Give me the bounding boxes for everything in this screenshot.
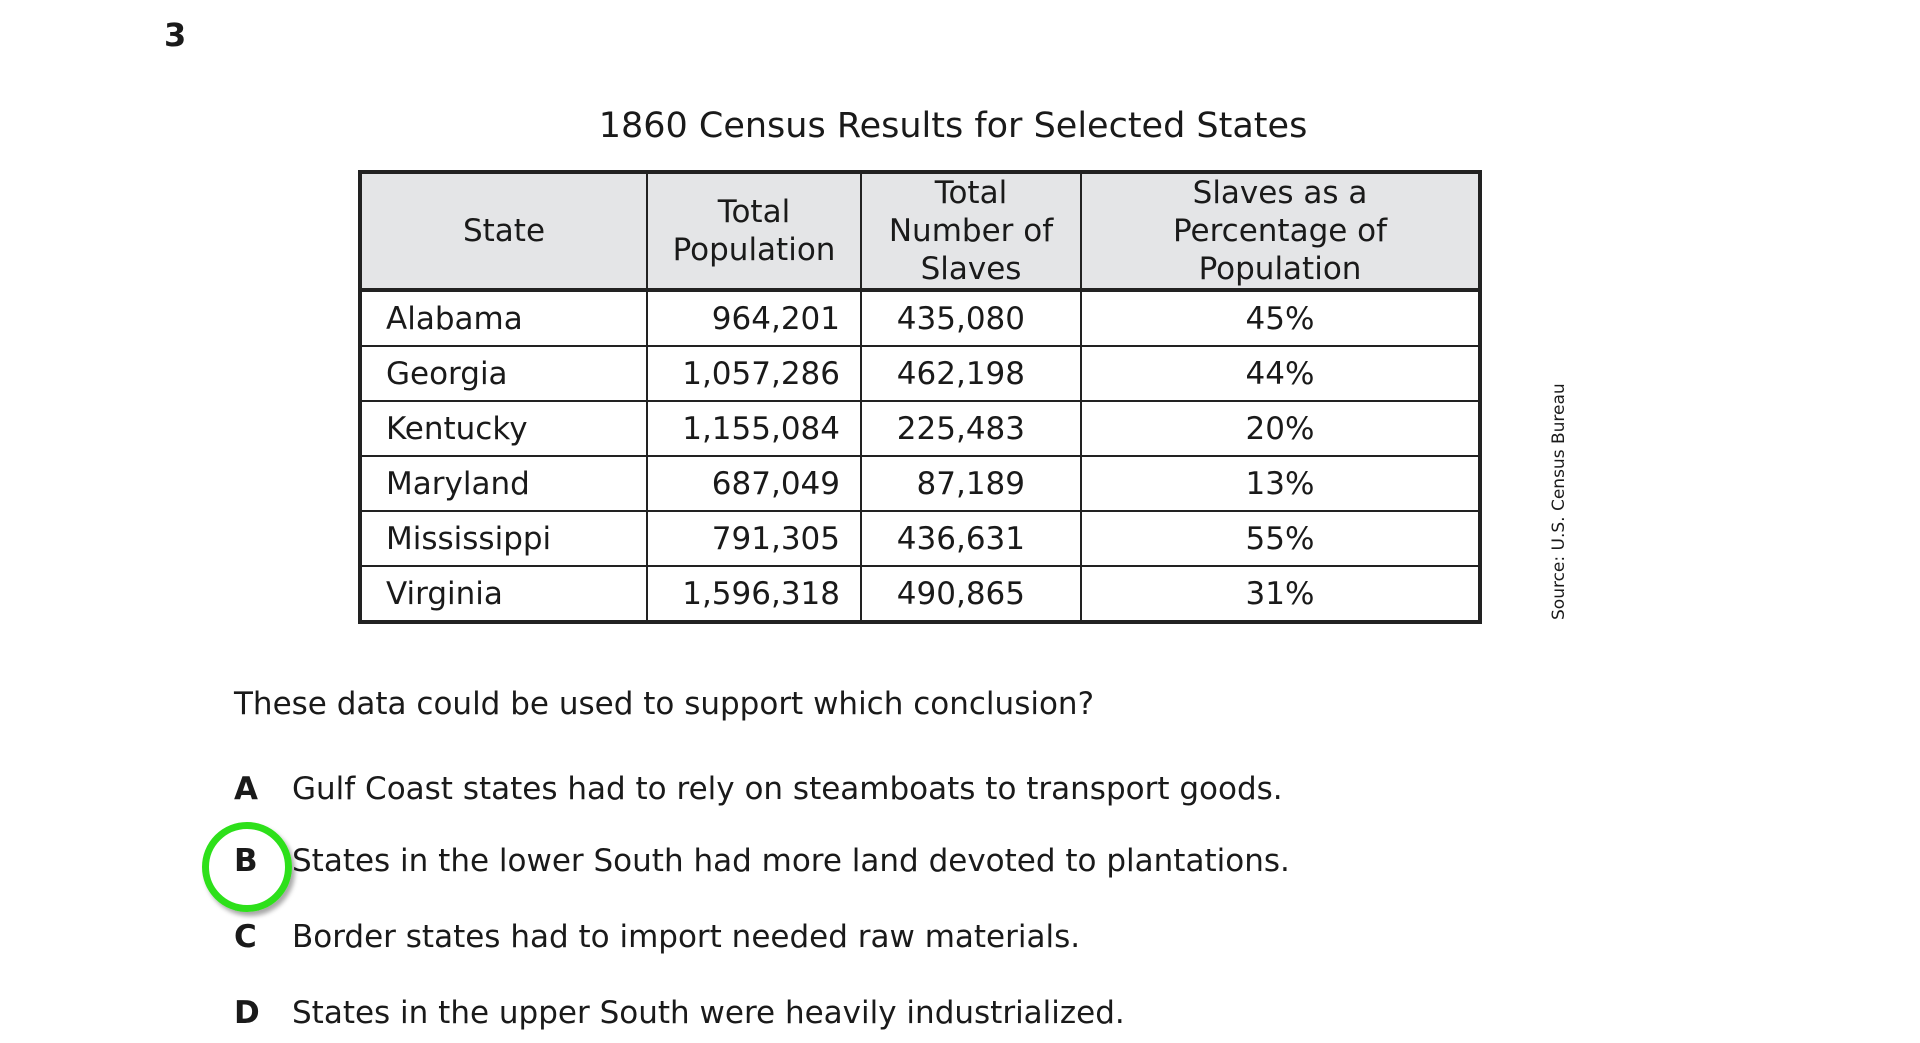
option-text: Border states had to import needed raw m…	[292, 919, 1081, 955]
header-total-population: Total Population	[646, 171, 862, 292]
header-slave-percentage: Slaves as a Percentage of Population	[1080, 171, 1481, 292]
cell-total-population: 1,057,286	[646, 345, 862, 402]
table-row: Mississippi 791,305 436,631 55%	[359, 510, 1481, 567]
option-letter: A	[234, 771, 258, 807]
cell-total-population: 964,201	[646, 289, 862, 347]
cell-total-population: 1,155,084	[646, 400, 862, 457]
cell-slave-percentage: 55%	[1080, 510, 1481, 567]
table-header-row: State Total Population Total Number of S…	[359, 171, 1481, 292]
cell-state: Mississippi	[359, 510, 648, 567]
cell-total-slaves: 490,865	[860, 565, 1082, 623]
cell-state: Georgia	[359, 345, 648, 402]
table-title: 1860 Census Results for Selected States	[598, 106, 1308, 146]
census-table: State Total Population Total Number of S…	[358, 170, 1482, 624]
cell-state: Maryland	[359, 455, 648, 512]
cell-total-slaves: 435,080	[860, 289, 1082, 347]
cell-total-population: 687,049	[646, 455, 862, 512]
header-total-slaves: Total Number of Slaves	[860, 171, 1082, 292]
source-note: Source: U.S. Census Bureau	[1549, 383, 1569, 620]
option-b[interactable]: B States in the lower South had more land…	[234, 843, 1290, 879]
table-row: Kentucky 1,155,084 225,483 20%	[359, 400, 1481, 457]
table-row: Virginia 1,596,318 490,865 31%	[359, 565, 1481, 623]
cell-slave-percentage: 31%	[1080, 565, 1481, 623]
option-letter: C	[234, 919, 257, 955]
option-a[interactable]: A Gulf Coast states had to rely on steamb…	[234, 771, 1283, 807]
cell-total-slaves: 87,189	[860, 455, 1082, 512]
selected-answer-circle	[202, 822, 292, 912]
cell-state: Alabama	[359, 289, 648, 347]
question-number: 3	[164, 16, 187, 54]
cell-state: Kentucky	[359, 400, 648, 457]
table-row: Georgia 1,057,286 462,198 44%	[359, 345, 1481, 402]
option-letter: D	[234, 995, 260, 1031]
option-text: States in the upper South were heavily i…	[292, 995, 1125, 1031]
cell-slave-percentage: 45%	[1080, 289, 1481, 347]
option-d[interactable]: D States in the upper South were heavily …	[234, 995, 1125, 1031]
cell-total-slaves: 436,631	[860, 510, 1082, 567]
option-text: Gulf Coast states had to rely on steambo…	[292, 771, 1283, 807]
cell-state: Virginia	[359, 565, 648, 623]
option-text: States in the lower South had more land …	[292, 843, 1290, 879]
cell-total-slaves: 462,198	[860, 345, 1082, 402]
cell-slave-percentage: 20%	[1080, 400, 1481, 457]
cell-total-population: 1,596,318	[646, 565, 862, 623]
option-c[interactable]: C Border states had to import needed raw …	[234, 919, 1080, 955]
table-row: Maryland 687,049 87,189 13%	[359, 455, 1481, 512]
question-text: These data could be used to support whic…	[234, 686, 1095, 722]
cell-total-population: 791,305	[646, 510, 862, 567]
cell-slave-percentage: 44%	[1080, 345, 1481, 402]
table-row: Alabama 964,201 435,080 45%	[359, 289, 1481, 347]
cell-slave-percentage: 13%	[1080, 455, 1481, 512]
header-state: State	[359, 171, 648, 292]
cell-total-slaves: 225,483	[860, 400, 1082, 457]
